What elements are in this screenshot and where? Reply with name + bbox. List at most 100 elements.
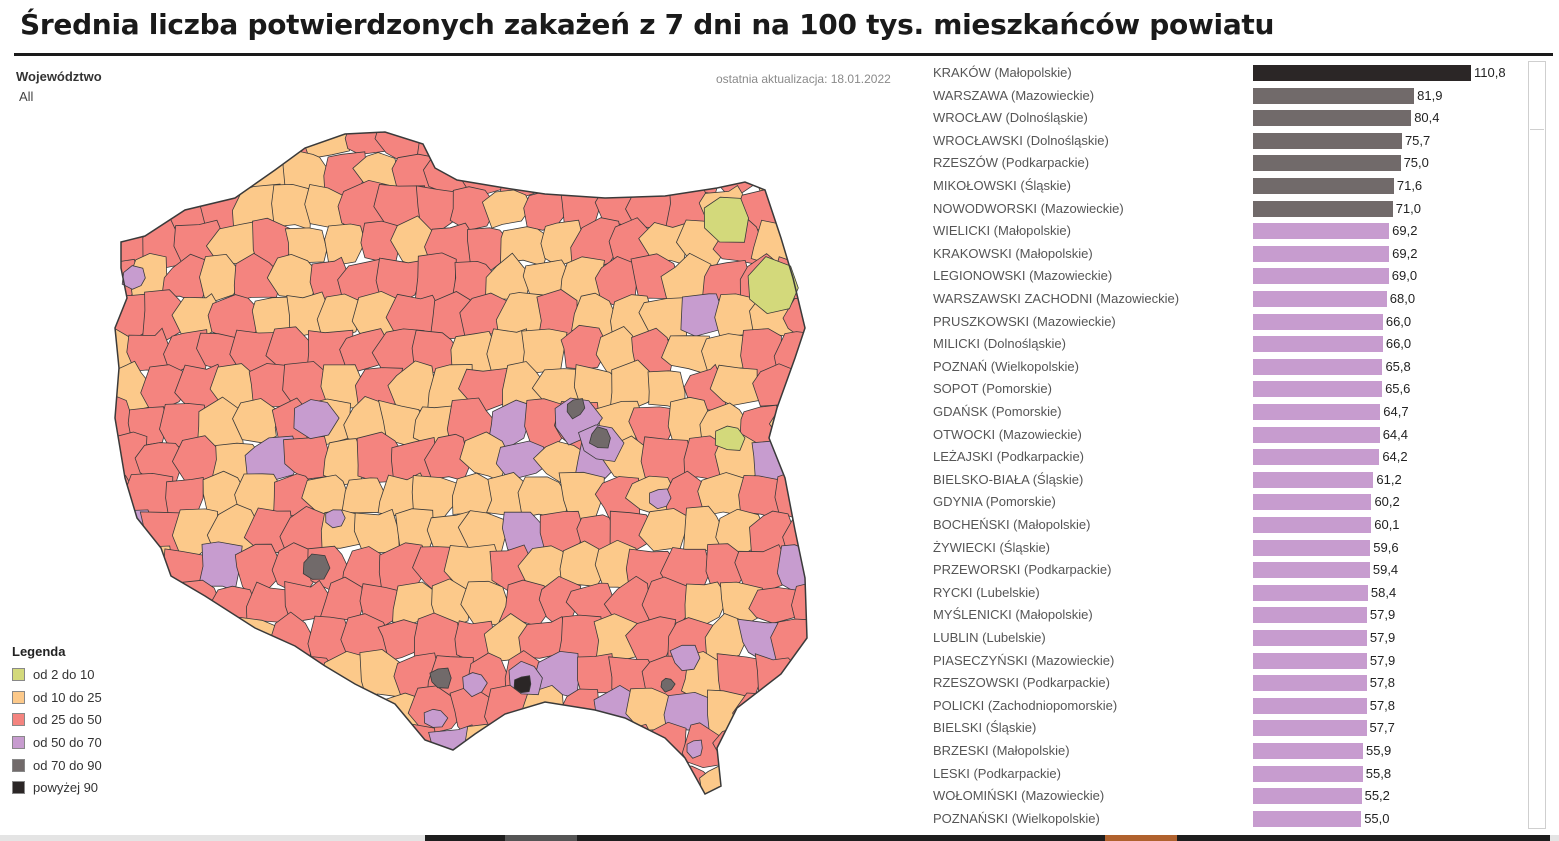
county-region[interactable] — [521, 758, 572, 799]
county-region[interactable] — [588, 426, 611, 449]
county-region[interactable] — [105, 179, 137, 229]
county-region[interactable] — [539, 143, 588, 195]
county-region[interactable] — [161, 615, 206, 663]
poland-map[interactable] — [105, 118, 815, 798]
county-region[interactable] — [704, 613, 750, 665]
county-region[interactable] — [423, 708, 449, 728]
bar[interactable] — [1253, 178, 1394, 194]
bar[interactable] — [1253, 539, 1371, 556]
county-region[interactable] — [791, 581, 816, 629]
county-region[interactable] — [517, 118, 567, 160]
bar[interactable] — [1253, 291, 1387, 307]
county-region[interactable] — [105, 684, 134, 732]
county-region[interactable] — [776, 544, 815, 593]
county-region[interactable] — [228, 118, 284, 159]
bar-row[interactable]: BOCHEŃSKI (Małopolskie) 60,1 — [925, 513, 1525, 536]
county-region[interactable] — [205, 656, 265, 704]
county-region[interactable] — [192, 685, 247, 736]
bar-row[interactable]: LEŻAJSKI (Podkarpackie) 64,2 — [925, 445, 1525, 468]
county-region[interactable] — [671, 118, 720, 164]
county-region[interactable] — [565, 725, 623, 771]
wojewodztwo-filter[interactable]: All — [19, 89, 34, 104]
bar[interactable] — [1253, 607, 1367, 624]
bar-row[interactable]: WARSZAWSKI ZACHODNI (Mazowieckie) 68,0 — [925, 287, 1525, 310]
county-region[interactable] — [316, 724, 373, 767]
county-region[interactable] — [495, 440, 550, 482]
county-region[interactable] — [231, 616, 282, 660]
county-region[interactable] — [279, 719, 337, 776]
county-region[interactable] — [302, 553, 331, 580]
county-region[interactable] — [191, 756, 250, 798]
county-region[interactable] — [714, 425, 746, 451]
county-region[interactable] — [339, 762, 391, 798]
county-region[interactable] — [537, 728, 579, 773]
county-region[interactable] — [293, 399, 340, 440]
county-region[interactable] — [229, 760, 278, 799]
bar-row[interactable]: BRZESKI (Małopolskie) 55,9 — [925, 739, 1525, 762]
county-region[interactable] — [750, 793, 802, 798]
county-region[interactable] — [750, 725, 803, 773]
county-region[interactable] — [427, 797, 471, 798]
county-region[interactable] — [625, 755, 679, 798]
bar-row[interactable]: GDAŃSK (Pomorskie) 64,7 — [925, 400, 1525, 423]
county-region[interactable] — [488, 399, 531, 450]
bar-row[interactable]: RZESZÓW (Podkarpackie) 75,0 — [925, 151, 1525, 174]
county-region[interactable] — [272, 689, 314, 740]
bar-row[interactable]: WARSZAWA (Mazowieckie) 81,9 — [925, 84, 1525, 107]
county-region[interactable] — [207, 294, 262, 342]
county-region[interactable] — [244, 725, 300, 767]
county-region[interactable] — [172, 579, 224, 629]
bar[interactable] — [1253, 471, 1374, 488]
county-region[interactable] — [776, 686, 815, 735]
county-region[interactable] — [566, 398, 586, 420]
county-region[interactable] — [754, 653, 806, 701]
county-region[interactable] — [785, 149, 815, 195]
county-region[interactable] — [123, 118, 174, 164]
county-region[interactable] — [198, 616, 251, 658]
county-region[interactable] — [560, 324, 609, 370]
county-region[interactable] — [199, 253, 245, 302]
county-region[interactable] — [135, 153, 188, 198]
county-region[interactable] — [747, 256, 799, 315]
bar[interactable] — [1253, 132, 1402, 149]
bar-row[interactable]: BIELSKI (Śląskie) 57,7 — [925, 716, 1525, 739]
county-region[interactable] — [358, 795, 408, 798]
county-region[interactable] — [245, 798, 294, 799]
bar-list-scrollbar[interactable] — [1528, 61, 1546, 829]
bar[interactable] — [1253, 494, 1372, 511]
county-region[interactable] — [463, 796, 512, 798]
county-region[interactable] — [608, 796, 654, 798]
county-region[interactable] — [715, 792, 764, 798]
county-region[interactable] — [235, 688, 284, 734]
county-region[interactable] — [669, 644, 701, 672]
county-region[interactable] — [120, 615, 176, 662]
bar-row[interactable]: OTWOCKI (Mazowieckie) 64,4 — [925, 423, 1525, 446]
county-region[interactable] — [105, 542, 138, 592]
county-region[interactable] — [513, 675, 532, 694]
county-region[interactable] — [462, 723, 511, 771]
county-region[interactable] — [109, 144, 149, 197]
county-region[interactable] — [553, 757, 605, 798]
bar-row[interactable]: POZNAŃ (Wielkopolskie) 65,8 — [925, 355, 1525, 378]
bar[interactable] — [1253, 517, 1372, 533]
county-region[interactable] — [284, 227, 328, 266]
county-region[interactable] — [592, 118, 643, 157]
bar-row[interactable]: SOPOT (Pomorskie) 65,6 — [925, 377, 1525, 400]
bar-row[interactable]: KRAKÓW (Małopolskie) 110,8 — [925, 61, 1525, 84]
county-region[interactable] — [416, 118, 463, 161]
county-region[interactable] — [140, 364, 186, 412]
county-region[interactable] — [197, 118, 243, 160]
county-region[interactable] — [134, 723, 183, 770]
bar-row[interactable]: WROCŁAW (Dolnośląskie) 80,4 — [925, 106, 1525, 129]
bar-row[interactable]: LUBLIN (Lubelskie) 57,9 — [925, 626, 1525, 649]
bar[interactable] — [1253, 200, 1393, 217]
county-region[interactable] — [268, 762, 319, 799]
county-region[interactable] — [632, 118, 682, 159]
county-region[interactable] — [105, 720, 152, 770]
bar-row[interactable]: MILICKI (Dolnośląskie) 66,0 — [925, 332, 1525, 355]
bar[interactable] — [1253, 675, 1367, 692]
county-region[interactable] — [244, 650, 293, 700]
county-region[interactable] — [105, 651, 149, 700]
bar[interactable] — [1253, 720, 1367, 737]
county-region[interactable] — [105, 766, 139, 798]
